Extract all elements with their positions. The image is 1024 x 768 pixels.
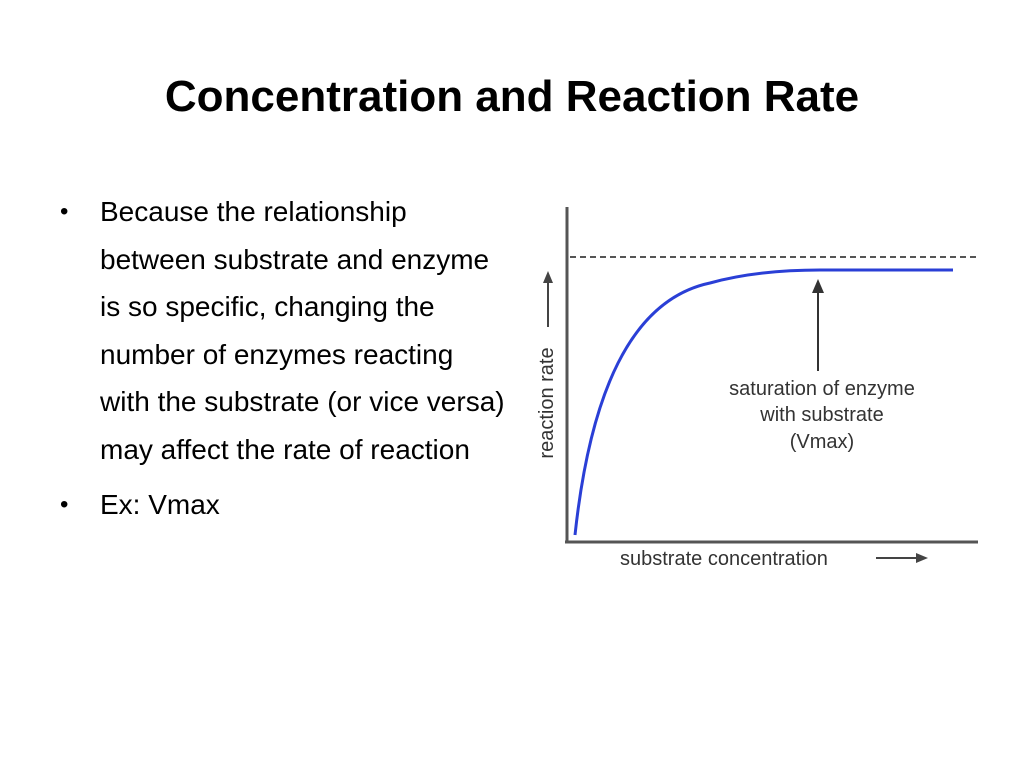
bullet-text: Ex: Vmax: [100, 489, 220, 520]
slide-title: Concentration and Reaction Rate: [164, 72, 860, 121]
annotation-line-2: with substrate: [759, 404, 883, 426]
bullet-text: Because the relationship between substra…: [100, 196, 505, 465]
annotation-line-3: (Vmax): [790, 431, 854, 453]
rate-curve: [573, 268, 953, 536]
x-axis-label: substrate concentration: [620, 548, 828, 570]
annotation-up-arrow-icon: [812, 279, 824, 293]
bullet-dot-icon: •: [60, 491, 69, 518]
bullet-dot-icon: •: [60, 198, 69, 225]
saturation-curve-svg: reaction rate substrate concentration sa…: [536, 207, 978, 570]
bullet-item: • Ex: Vmax: [58, 481, 508, 529]
y-axis-label: reaction rate: [536, 347, 558, 458]
annotation-line-1: saturation of enzyme: [729, 378, 915, 400]
bullet-list: • Because the relationship between subst…: [58, 188, 508, 537]
up-arrow-icon: [543, 271, 553, 283]
saturation-curve-figure: reaction rate substrate concentration sa…: [520, 195, 990, 575]
right-arrow-icon: [916, 553, 928, 563]
bullet-item: • Because the relationship between subst…: [58, 188, 508, 473]
